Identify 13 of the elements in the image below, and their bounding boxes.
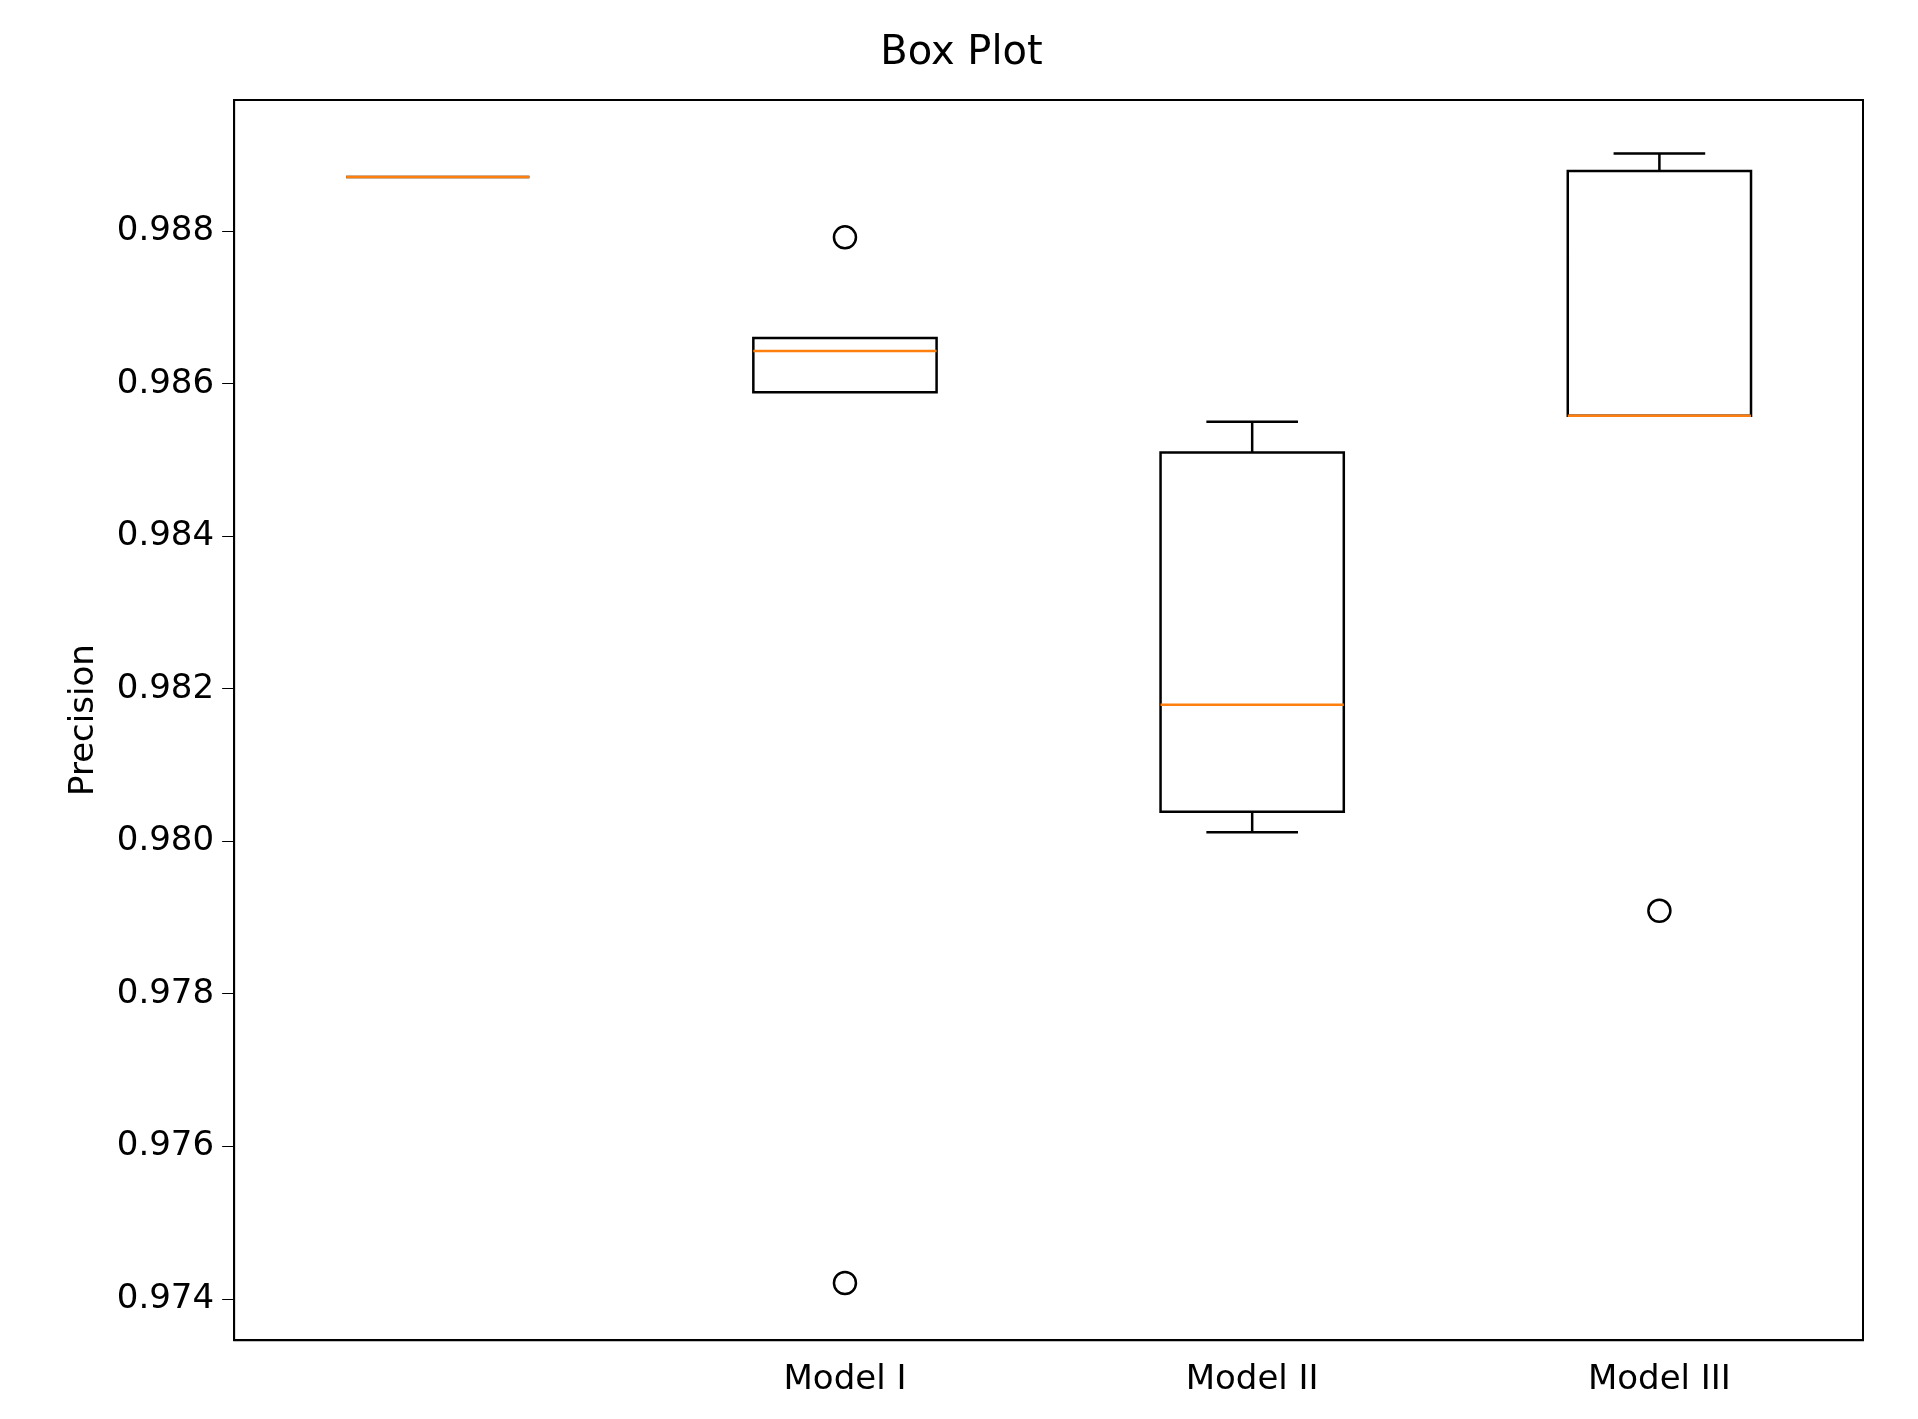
y-tick-label: 0.978 xyxy=(116,970,215,1011)
y-tick-label: 0.976 xyxy=(116,1123,215,1164)
y-tick-label: 0.982 xyxy=(116,665,215,706)
y-tick-label: 0.984 xyxy=(116,513,215,554)
chart-title: Box Plot xyxy=(880,27,1043,74)
x-tick-label: Model III xyxy=(1587,1357,1731,1398)
y-axis-title: Precision xyxy=(61,644,102,796)
y-tick-label: 0.974 xyxy=(116,1275,215,1316)
x-tick-label: Model II xyxy=(1185,1357,1319,1398)
x-tick-label: Model I xyxy=(783,1357,907,1398)
y-tick-label: 0.988 xyxy=(116,208,215,249)
y-tick-label: 0.980 xyxy=(116,818,215,859)
y-tick-label: 0.986 xyxy=(116,360,215,401)
